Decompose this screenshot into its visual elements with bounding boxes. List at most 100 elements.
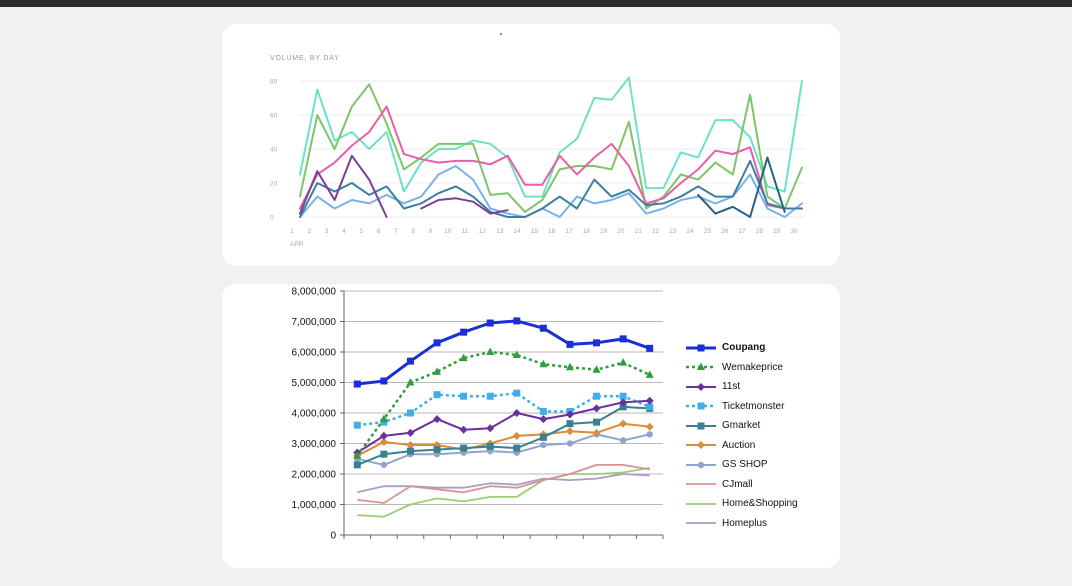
point-gmarket-4	[433, 446, 441, 454]
monthly-traffic-chart-card: 0 1,000,000 2,000,000 3,000,000 4,000,000 5,0…	[222, 284, 840, 568]
y-tick-label: 80	[270, 79, 278, 86]
point-auction-7	[512, 431, 521, 440]
point-gs-shop-2	[380, 461, 388, 469]
point-11st-10	[592, 404, 601, 413]
x-tick-label: 21	[635, 228, 643, 235]
series-line-ticketmonster	[357, 391, 651, 427]
point-coupang-3	[406, 357, 414, 365]
series-line-7	[697, 156, 786, 218]
point-coupang-12	[646, 344, 654, 352]
legend-item-gs-shop: GS SHOP	[684, 455, 834, 475]
point-ticketmonster-2	[380, 418, 388, 426]
point-ticketmonster-12	[646, 403, 654, 411]
point-wemakeprice-5	[459, 353, 468, 362]
point-11st-2	[379, 431, 388, 440]
x-tick-label: 4	[342, 228, 346, 235]
point-gmarket-5	[460, 444, 468, 452]
legend-swatch-home-shopping	[686, 502, 716, 505]
y-tick-label: 2,000,000	[292, 470, 337, 481]
y-tick-label: 4,000,000	[292, 409, 337, 420]
point-gs-shop-9	[566, 440, 574, 447]
point-11st-8	[539, 415, 548, 424]
point-wemakeprice-12	[645, 370, 654, 378]
point-11st-7	[512, 409, 521, 417]
legend-swatch-wemakeprice	[686, 362, 716, 371]
point-coupang-6	[486, 319, 494, 327]
x-tick-label: 10	[444, 228, 452, 235]
point-ticketmonster-6	[486, 392, 494, 400]
point-gs-shop-8	[540, 441, 547, 449]
point-wemakeprice-8	[539, 359, 548, 368]
legend-swatch-cjmall	[686, 483, 716, 486]
volume-by-day-chart-card: VOLUME, BY DAY 0 20 40 60 80 1 2 3 4 5 6 7 8 9 10 11 12 13…	[222, 24, 840, 266]
point-wemakeprice-1	[353, 451, 362, 459]
point-ticketmonster-3	[406, 409, 414, 417]
series-line-6-segment-2	[420, 197, 509, 215]
point-coupang-7	[513, 317, 521, 325]
point-gs-shop-12	[646, 431, 653, 438]
point-wemakeprice-9	[565, 362, 574, 371]
series-line-gs-shop	[357, 433, 650, 466]
legend-label-cjmall: CJmall	[722, 478, 753, 490]
point-ticketmonster-4	[433, 391, 441, 399]
series-line-11st	[356, 399, 650, 454]
point-auction-9	[565, 427, 574, 436]
x-tick-label: 13	[496, 228, 504, 235]
point-11st-3	[406, 428, 415, 437]
legend-swatch-homeplus	[686, 522, 716, 525]
point-ticketmonster-1	[353, 421, 361, 429]
y-tick-label: 0	[270, 215, 274, 222]
x-tick-label: 16	[548, 228, 556, 235]
point-coupang-1	[353, 380, 361, 388]
series-line-wemakeprice	[356, 350, 651, 457]
point-gmarket-2	[380, 450, 388, 458]
legend-swatch-auction	[686, 441, 716, 450]
series-line-2	[299, 83, 803, 213]
x-tick-label: 3	[325, 228, 329, 235]
window-top-bar	[0, 0, 1072, 7]
series-line-3	[299, 105, 803, 210]
series-line-cjmall	[357, 463, 650, 504]
x-tick-label: 29	[773, 228, 781, 235]
point-gmarket-11	[619, 403, 627, 411]
x-tick-label: 9	[429, 228, 433, 235]
point-wemakeprice-4	[433, 367, 442, 375]
point-wemakeprice-2	[379, 414, 388, 423]
point-auction-2	[379, 437, 388, 446]
y-tick-label: 8,000,000	[292, 287, 337, 298]
y-tick-label: 6,000,000	[292, 348, 337, 359]
point-11st-5	[459, 425, 468, 434]
point-gmarket-9	[566, 420, 574, 428]
x-tick-label: 6	[377, 228, 381, 235]
x-tick-label: 8	[411, 228, 415, 235]
legend-item-gmarket: Gmarket	[684, 416, 834, 436]
legend-label-11st: 11st	[722, 381, 741, 393]
point-gmarket-3	[406, 447, 414, 455]
series-line-4	[299, 165, 803, 218]
legend-item-wemakeprice: Wemakeprice	[684, 358, 834, 378]
x-tick-label: 12	[479, 228, 487, 235]
legend-item-ticketmonster: Ticketmonster	[684, 397, 834, 417]
legend-label-coupang: Coupang	[722, 342, 766, 354]
chart-title: VOLUME, BY DAY	[270, 55, 340, 62]
legend-item-cjmall: CJmall	[684, 475, 834, 495]
y-tick-label: 60	[270, 113, 278, 120]
point-wemakeprice-7	[512, 350, 521, 359]
legend-item-11st: 11st	[684, 377, 834, 397]
legend-swatch-gs-shop	[686, 461, 716, 468]
point-gmarket-6	[486, 443, 494, 451]
x-tick-label: 28	[756, 228, 764, 235]
point-auction-11	[619, 419, 628, 428]
point-coupang-2	[380, 377, 388, 385]
point-gmarket-7	[513, 444, 521, 452]
x-tick-label: 5	[359, 228, 363, 235]
point-ticketmonster-10	[593, 392, 601, 400]
x-tick-label: 2	[307, 228, 311, 235]
x-tick-label: 23	[669, 228, 677, 235]
x-tick-label: 19	[600, 228, 608, 235]
y-tick-label: 20	[270, 181, 278, 188]
y-tick-label: 7,000,000	[292, 317, 337, 328]
x-tick-label: 30	[790, 228, 798, 235]
series-line-6-segment-1	[299, 154, 388, 218]
x-tick-label: 27	[738, 228, 746, 235]
